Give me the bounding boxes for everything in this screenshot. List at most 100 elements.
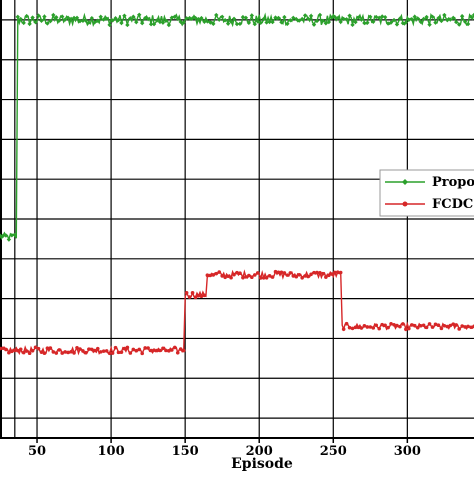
data-point <box>21 350 26 355</box>
data-point <box>285 21 290 26</box>
data-point <box>104 16 109 21</box>
series-fcdc <box>0 269 474 356</box>
data-point <box>273 269 278 274</box>
data-point <box>222 17 228 23</box>
data-point <box>166 22 172 28</box>
data-point <box>418 19 423 24</box>
data-point <box>83 18 89 23</box>
data-point <box>226 274 230 279</box>
data-point <box>379 14 385 19</box>
x-axis-title: Episode <box>231 456 293 472</box>
data-point <box>335 15 340 21</box>
data-point <box>181 348 186 353</box>
data-point <box>95 18 100 23</box>
data-point <box>232 272 236 277</box>
data-point <box>276 270 281 275</box>
data-point <box>119 20 124 26</box>
data-point <box>104 349 109 353</box>
data-point <box>140 20 145 26</box>
data-point <box>341 327 346 331</box>
data-point <box>430 325 435 329</box>
data-point <box>454 19 459 25</box>
data-point <box>137 12 142 17</box>
data-point <box>427 22 432 27</box>
data-point <box>219 14 225 20</box>
data-point <box>54 15 59 20</box>
legend: Propo FCDC <box>379 169 474 217</box>
data-point <box>4 347 8 352</box>
data-point <box>436 15 441 21</box>
grid <box>0 0 474 438</box>
data-point <box>465 21 471 27</box>
data-point <box>75 345 79 350</box>
data-point <box>57 18 62 23</box>
data-point <box>84 350 88 355</box>
data-point <box>235 270 239 275</box>
data-point <box>267 273 272 278</box>
data-point <box>448 17 453 22</box>
data-point <box>36 13 41 18</box>
data-point <box>350 22 355 28</box>
data-point <box>131 14 136 19</box>
data-point <box>134 19 139 25</box>
data-point <box>282 271 287 275</box>
data-point <box>202 19 207 24</box>
data-point <box>299 16 305 22</box>
data-point <box>9 233 15 238</box>
data-point <box>353 325 358 330</box>
data-point <box>134 348 139 353</box>
data-point <box>247 273 251 278</box>
data-point <box>231 16 237 21</box>
data-point <box>154 18 160 23</box>
data-point <box>214 271 219 276</box>
data-point <box>454 323 459 327</box>
data-point <box>190 291 195 295</box>
data-point <box>394 22 400 27</box>
data-point <box>155 348 159 353</box>
data-point <box>439 18 444 24</box>
data-point <box>60 14 65 19</box>
data-point <box>98 14 103 19</box>
data-point <box>395 323 399 328</box>
data-point <box>252 273 257 277</box>
data-point <box>442 12 447 18</box>
data-point <box>326 19 332 25</box>
data-point <box>288 271 293 275</box>
data-point <box>471 12 474 18</box>
data-point <box>33 345 38 350</box>
data-point <box>362 20 367 26</box>
data-point <box>347 325 352 330</box>
x-tick-label: 150 <box>172 444 199 459</box>
data-point <box>359 326 364 330</box>
data-point <box>42 351 47 356</box>
data-point <box>93 348 97 353</box>
data-point <box>288 18 293 23</box>
x-tick-label: 250 <box>320 444 347 459</box>
data-point <box>261 276 266 280</box>
data-point <box>42 14 47 19</box>
data-point <box>234 21 240 27</box>
data-point <box>318 270 322 275</box>
data-point <box>148 21 154 27</box>
data-point <box>365 20 370 25</box>
data-point <box>12 232 18 238</box>
data-point <box>374 323 379 328</box>
data-point <box>10 349 14 354</box>
data-point <box>3 233 9 238</box>
data-point <box>229 275 233 280</box>
data-point <box>244 275 248 279</box>
data-point <box>86 20 92 25</box>
data-point <box>391 17 397 23</box>
data-point <box>359 17 364 22</box>
data-point <box>270 275 275 279</box>
data-point <box>13 348 17 353</box>
data-point <box>297 272 302 277</box>
data-point <box>386 325 390 330</box>
data-point <box>368 14 373 20</box>
data-point <box>69 349 73 354</box>
data-point <box>98 350 103 354</box>
data-point <box>62 17 68 22</box>
data-point <box>220 274 224 278</box>
data-point <box>39 350 44 354</box>
data-point <box>252 21 257 27</box>
